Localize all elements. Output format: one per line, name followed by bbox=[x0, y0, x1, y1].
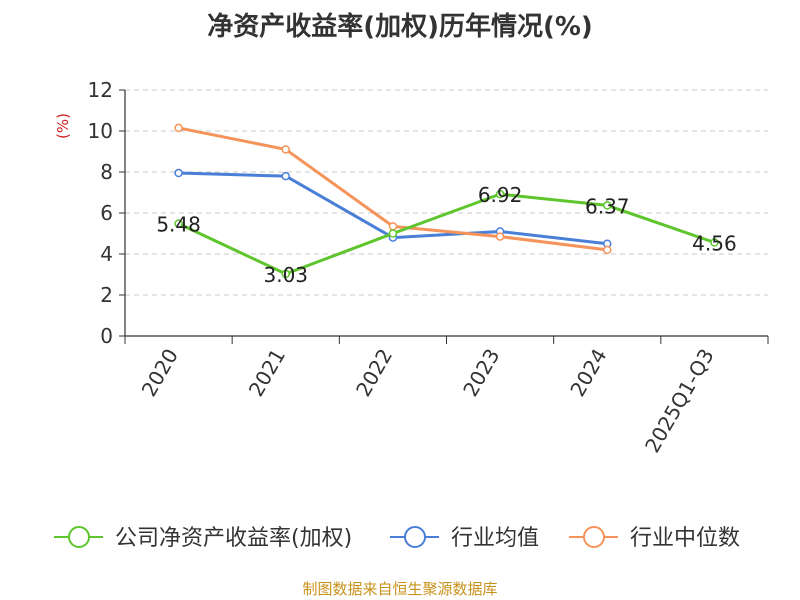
legend-label: 行业均值 bbox=[451, 526, 539, 551]
y-tick-label: 6 bbox=[100, 201, 113, 225]
y-tick-label: 10 bbox=[88, 119, 113, 143]
chart-title: 净资产收益率(加权)历年情况(%) bbox=[207, 12, 593, 42]
x-tick-label: 2024 bbox=[565, 345, 611, 401]
data-label: 4.56 bbox=[692, 232, 737, 256]
data-point bbox=[174, 219, 183, 228]
data-labels: 5.48 3.03 6.92 6.37 4.56 bbox=[156, 183, 736, 287]
legend: 公司净资产收益率(加权) 行业均值 行业中位数 bbox=[54, 526, 740, 551]
data-label: 6.37 bbox=[585, 194, 630, 218]
y-axis-label: (%) bbox=[54, 113, 72, 139]
x-tick-label: 2021 bbox=[244, 345, 290, 401]
series-line bbox=[177, 192, 715, 276]
axes: 0 2 4 6 8 10 12 (%) 2020 2021 2022 2023 2024 2025Q1-Q… bbox=[54, 78, 769, 457]
legend-label: 行业中位数 bbox=[630, 526, 740, 551]
data-point bbox=[495, 232, 505, 241]
data-point bbox=[603, 201, 612, 210]
data-label: 5.48 bbox=[156, 213, 201, 237]
x-tick-label: 2023 bbox=[458, 345, 504, 401]
data-label: 3.03 bbox=[263, 263, 308, 287]
grid-lines bbox=[125, 89, 768, 296]
legend-marker bbox=[404, 526, 426, 548]
legend-marker bbox=[583, 526, 605, 548]
series-lines bbox=[174, 123, 719, 279]
x-tick-label: 2020 bbox=[137, 345, 183, 401]
data-point bbox=[174, 123, 183, 133]
x-tick-label: 2025Q1-Q3 bbox=[640, 345, 719, 457]
y-tick-label: 2 bbox=[100, 283, 113, 307]
data-label: 6.92 bbox=[478, 183, 523, 207]
y-tick-label: 4 bbox=[100, 242, 113, 266]
data-point bbox=[388, 229, 398, 238]
data-point bbox=[710, 238, 719, 247]
y-tick-label: 8 bbox=[100, 160, 113, 184]
y-tick-label: 12 bbox=[88, 78, 113, 102]
data-point bbox=[281, 171, 290, 181]
y-tick-label: 0 bbox=[100, 324, 113, 348]
legend-marker bbox=[68, 526, 90, 548]
legend-label: 公司净资产收益率(加权) bbox=[115, 526, 352, 551]
data-point bbox=[281, 145, 290, 154]
data-point bbox=[603, 245, 612, 255]
source-note: 制图数据来自恒生聚源数据库 bbox=[302, 580, 498, 598]
x-tick-label: 2022 bbox=[351, 345, 397, 401]
data-point bbox=[281, 269, 290, 279]
data-point bbox=[388, 222, 398, 231]
data-point bbox=[174, 168, 183, 178]
data-point bbox=[495, 189, 505, 199]
